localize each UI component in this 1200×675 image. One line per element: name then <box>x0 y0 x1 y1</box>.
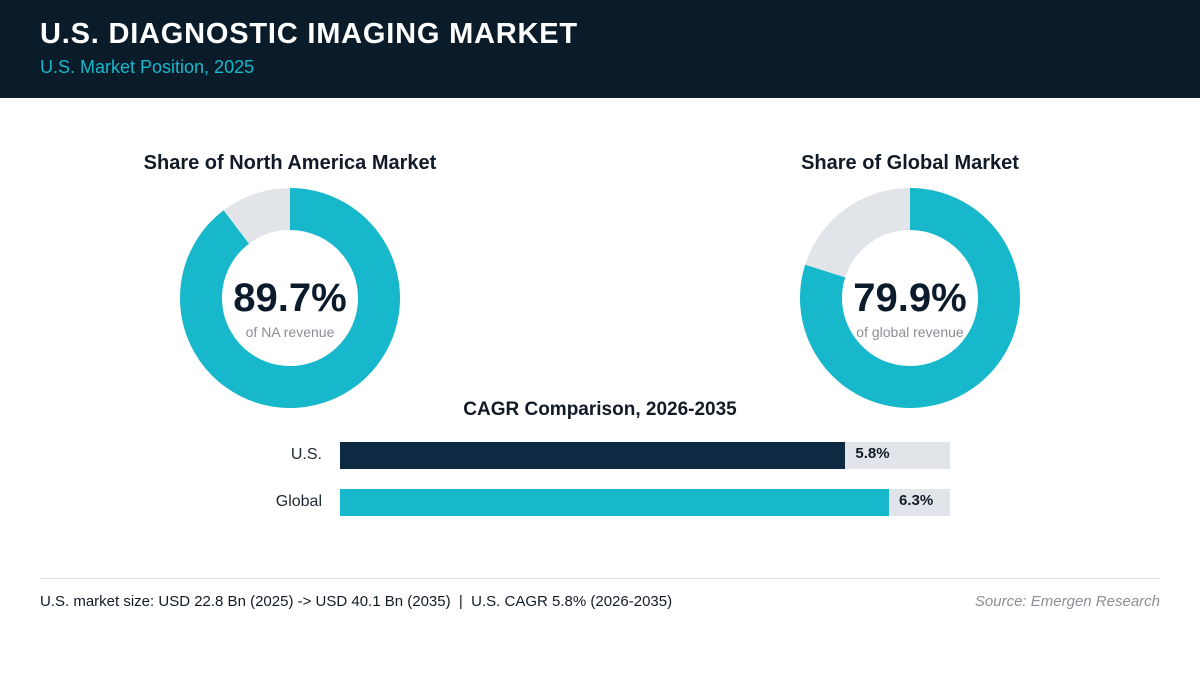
page-title: U.S. DIAGNOSTIC IMAGING MARKET <box>40 18 578 50</box>
global-share-donut-svg <box>800 188 1020 408</box>
cagr-bar-track-global: 6.3% <box>340 489 950 516</box>
cagr-bar-us <box>340 442 846 469</box>
global-share-caption: of global revenue <box>856 324 964 340</box>
na-share-donut-title: Share of North America Market <box>143 152 437 174</box>
global-share-donut-chart: Share of Global Market 79.9% of global r… <box>740 150 1080 408</box>
cagr-bar-row-us: U.S. 5.8% <box>0 442 1200 470</box>
cagr-bar-label-us: U.S. <box>290 446 322 463</box>
global-share-slice <box>800 188 1020 408</box>
cagr-bar-label-global: Global <box>275 493 322 510</box>
na-remainder-slice <box>223 188 291 245</box>
cagr-bar-value-us: 5.8% <box>855 445 890 462</box>
global-remainder-slice <box>805 188 911 279</box>
page-subtitle: U.S. Market Position, 2025 <box>40 57 255 77</box>
na-share-donut-chart: Share of North America Market 89.7% of N… <box>120 150 460 408</box>
na-share-donut-svg <box>180 188 400 408</box>
cagr-bar-value-global: 6.3% <box>899 492 934 509</box>
global-share-value: 79.9% <box>853 276 967 320</box>
global-share-donut-title: Share of Global Market <box>801 152 1019 174</box>
cagr-bar-track-us: 5.8% <box>340 442 950 469</box>
na-share-slice <box>180 188 400 408</box>
cagr-bar-row-global: Global 6.3% <box>0 489 1200 517</box>
cagr-chart-title: CAGR Comparison, 2026-2035 <box>463 399 737 420</box>
cagr-bar-global <box>340 489 889 516</box>
na-share-caption: of NA revenue <box>245 324 335 340</box>
market-size-footnote: U.S. market size: USD 22.8 Bn (2025) -> … <box>40 593 673 610</box>
footer-divider <box>40 578 1160 579</box>
na-share-value: 89.7% <box>233 276 347 320</box>
header-banner: U.S. DIAGNOSTIC IMAGING MARKET U.S. Mark… <box>0 0 1200 98</box>
source-note: Source: Emergen Research <box>974 593 1160 610</box>
